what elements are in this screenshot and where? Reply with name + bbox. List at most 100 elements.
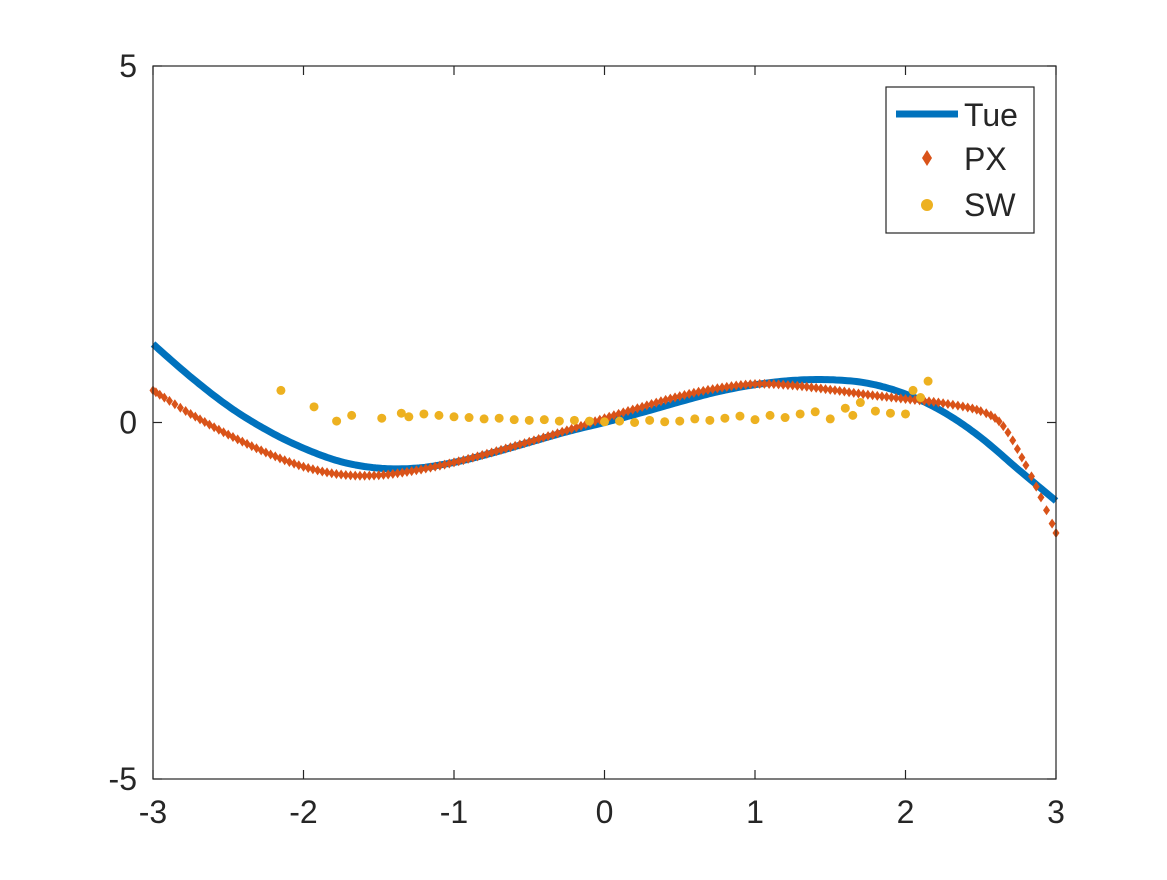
sw-point — [569, 415, 579, 425]
px-marker — [638, 401, 646, 412]
sw-point — [600, 417, 609, 427]
px-marker — [723, 381, 731, 392]
px-marker — [964, 402, 972, 413]
sw-point — [765, 410, 775, 420]
y-tick-label: -5 — [109, 761, 137, 797]
px-marker — [525, 436, 533, 447]
px-marker — [652, 397, 660, 408]
px-marker — [1004, 427, 1012, 438]
px-marker — [751, 378, 759, 389]
px-marker — [737, 380, 745, 391]
px-marker — [379, 469, 387, 480]
px-marker — [770, 379, 778, 390]
px-marker — [760, 378, 768, 389]
px-marker — [765, 378, 773, 389]
px-marker — [727, 381, 735, 392]
px-marker — [995, 416, 1003, 427]
y-tick-label: 0 — [119, 405, 137, 441]
sw-point — [434, 410, 444, 420]
sw-point — [524, 415, 534, 425]
px-marker — [864, 389, 872, 400]
px-marker — [906, 394, 914, 405]
px-marker — [176, 402, 184, 413]
px-marker — [356, 470, 364, 481]
px-marker — [699, 385, 707, 396]
px-marker — [535, 433, 543, 444]
sw-point — [848, 410, 858, 420]
sw-point — [855, 398, 865, 408]
sw-point — [449, 412, 459, 422]
sw-point — [675, 416, 685, 426]
px-marker — [375, 470, 383, 481]
sw-point — [419, 409, 429, 419]
series-sw — [276, 376, 933, 427]
x-tick-label: 3 — [1047, 794, 1065, 830]
px-marker — [1009, 435, 1017, 446]
px-marker — [474, 451, 482, 462]
px-marker — [629, 404, 637, 415]
px-marker — [389, 468, 397, 479]
px-marker — [619, 407, 627, 418]
px-marker — [704, 384, 712, 395]
sw-point — [347, 410, 357, 420]
px-marker — [328, 468, 336, 479]
sw-point — [870, 406, 880, 416]
px-marker — [883, 391, 891, 402]
sw-point — [309, 402, 319, 412]
x-tick-label: -3 — [139, 794, 167, 830]
px-marker — [521, 438, 529, 449]
px-marker — [793, 380, 801, 391]
sw-point — [705, 415, 715, 425]
px-marker — [568, 423, 576, 434]
x-tick-label: -1 — [440, 794, 468, 830]
sw-point — [908, 385, 918, 395]
sw-point — [916, 393, 926, 403]
px-marker — [469, 452, 477, 463]
px-marker — [643, 400, 651, 411]
sw-point — [923, 376, 933, 386]
px-marker — [351, 470, 359, 481]
px-marker — [488, 447, 496, 458]
px-marker — [854, 388, 862, 399]
px-marker — [746, 379, 754, 390]
sw-point — [780, 413, 790, 423]
px-marker — [878, 391, 886, 402]
sw-point — [539, 415, 549, 425]
sw-point — [690, 414, 700, 424]
sw-point — [377, 413, 387, 423]
px-marker — [930, 396, 938, 407]
px-marker — [459, 455, 467, 466]
px-marker — [160, 392, 168, 403]
sw-point — [750, 415, 760, 425]
tick-layer: -3 -2 -1 0 1 2 3 -5 0 5 — [109, 48, 1065, 830]
px-marker — [887, 392, 895, 403]
px-marker — [591, 416, 599, 427]
px-marker — [718, 382, 726, 393]
px-marker — [775, 379, 783, 390]
px-marker — [417, 464, 425, 475]
px-marker — [516, 439, 524, 450]
px-marker — [826, 384, 834, 395]
x-tick-label: 0 — [596, 794, 614, 830]
px-marker — [1032, 481, 1040, 492]
legend-swatch-px — [922, 150, 932, 166]
px-marker — [422, 463, 430, 474]
sw-point — [630, 418, 640, 427]
px-marker — [539, 432, 547, 443]
px-marker — [304, 463, 312, 474]
px-marker — [497, 444, 505, 455]
px-marker — [977, 406, 985, 417]
px-marker — [742, 379, 750, 390]
px-marker — [403, 466, 411, 477]
px-marker — [803, 381, 811, 392]
px-marker — [1022, 460, 1030, 471]
px-marker — [999, 421, 1007, 432]
sw-point — [735, 411, 745, 421]
px-marker — [332, 468, 340, 479]
px-marker — [506, 442, 514, 453]
px-marker — [897, 393, 905, 404]
px-marker — [1048, 518, 1056, 529]
px-marker — [817, 383, 825, 394]
px-marker — [384, 469, 392, 480]
